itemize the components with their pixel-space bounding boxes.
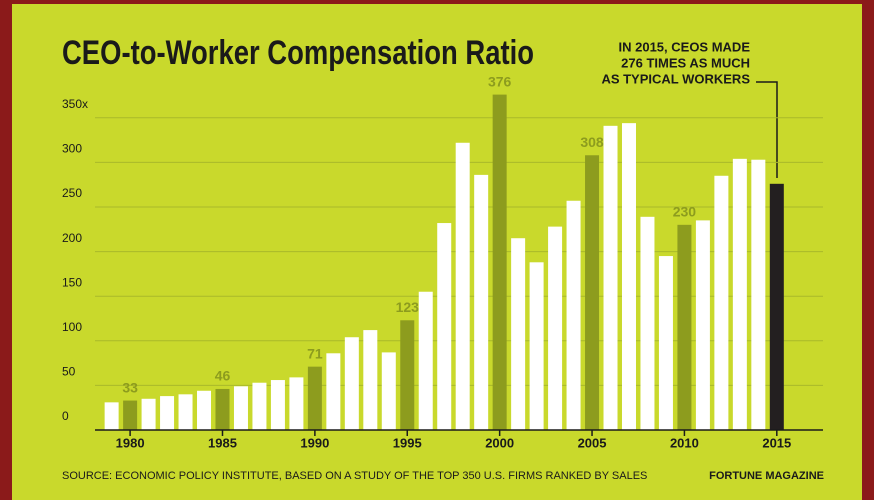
bar <box>603 125 618 431</box>
bar <box>160 396 175 430</box>
x-tick-label: 1995 <box>393 435 422 450</box>
bar <box>233 386 248 430</box>
bar <box>123 400 138 430</box>
bar <box>658 256 673 430</box>
bar <box>418 291 433 430</box>
chart-title: CEO-to-Worker Compensation Ratio <box>62 34 534 72</box>
bar <box>344 337 359 430</box>
y-tick-label: 250 <box>62 186 82 200</box>
bar <box>141 398 156 430</box>
data-label: 46 <box>215 368 231 384</box>
data-label: 123 <box>396 299 420 315</box>
data-label: 376 <box>488 73 512 89</box>
bar <box>714 175 729 430</box>
data-label: 33 <box>122 379 138 395</box>
y-tick-label: 200 <box>62 231 82 245</box>
x-tick-label: 2010 <box>670 435 699 450</box>
bar <box>104 402 119 430</box>
bar <box>437 223 452 430</box>
x-tick-label: 2000 <box>485 435 514 450</box>
bar <box>197 390 212 430</box>
bar <box>585 155 600 430</box>
data-label: 308 <box>580 134 604 150</box>
y-tick-label: 350x <box>62 97 88 111</box>
x-tick-label: 2015 <box>762 435 791 450</box>
bar <box>307 366 322 430</box>
bar <box>474 174 489 430</box>
data-label: 230 <box>673 204 697 220</box>
x-tick-label: 1990 <box>300 435 329 450</box>
bar <box>548 226 563 430</box>
bar <box>270 380 285 430</box>
bar <box>252 382 267 430</box>
bar <box>677 224 692 430</box>
annotation: IN 2015, CEOS MADE <box>619 39 751 54</box>
bar <box>178 394 193 430</box>
bar <box>363 330 378 430</box>
bar <box>400 320 415 430</box>
bar <box>215 388 230 430</box>
source: SOURCE: ECONOMIC POLICY INSTITUTE, BASED… <box>62 470 647 482</box>
bar <box>751 159 766 430</box>
annotation: AS TYPICAL WORKERS <box>601 71 750 86</box>
bar <box>732 158 747 430</box>
bar <box>695 220 710 430</box>
bar <box>621 123 636 430</box>
data-label: 71 <box>307 345 323 361</box>
bar <box>511 238 526 430</box>
bar <box>566 200 581 430</box>
y-tick-label: 0 <box>62 409 69 423</box>
credit: FORTUNE MAGAZINE <box>709 470 824 482</box>
bar <box>381 352 396 430</box>
y-tick-label: 300 <box>62 142 82 156</box>
x-tick-label: 1980 <box>116 435 145 450</box>
bar <box>492 94 507 430</box>
bar <box>455 142 470 430</box>
y-tick-label: 150 <box>62 275 82 289</box>
bar <box>769 183 784 430</box>
y-tick-label: 100 <box>62 320 82 334</box>
bar <box>289 377 304 430</box>
y-tick-label: 50 <box>62 365 76 379</box>
annotation-pointer <box>756 81 778 178</box>
bar <box>529 262 544 430</box>
bar <box>640 216 655 430</box>
x-tick-label: 2005 <box>578 435 607 450</box>
annotation: 276 TIMES AS MUCH <box>621 55 750 70</box>
x-tick-label: 1985 <box>208 435 237 450</box>
bar <box>326 353 341 430</box>
